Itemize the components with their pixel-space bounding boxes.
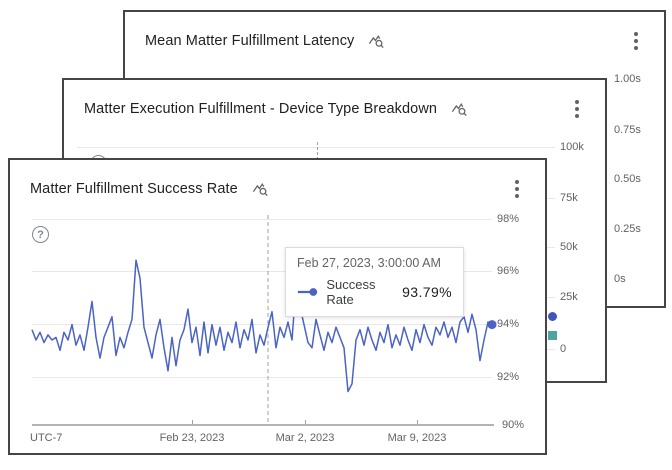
- y-axis-tick: 0.50s: [614, 173, 641, 185]
- card-header: Mean Matter Fulfillment Latency: [125, 12, 664, 54]
- y-axis-tick: 0.25s: [614, 223, 641, 235]
- card-title-breakdown: Matter Execution Fulfillment - Device Ty…: [84, 101, 438, 117]
- series-endpoint-circle: [548, 312, 557, 321]
- tooltip-series-row: Success Rate 93.79%: [297, 277, 452, 307]
- explore-chart-icon[interactable]: [368, 33, 385, 50]
- y-axis-tick: 50k: [560, 241, 578, 253]
- x-axis-tickmark: [417, 420, 418, 424]
- more-options-icon[interactable]: [513, 176, 521, 202]
- card-title-success: Matter Fulfillment Success Rate: [30, 181, 238, 197]
- x-axis-line: [32, 424, 494, 426]
- x-axis-tickmark: [305, 420, 306, 424]
- gridline-94: [32, 324, 492, 325]
- success-rate-plot[interactable]: [10, 160, 549, 457]
- card-header: Matter Fulfillment Success Rate: [10, 160, 545, 202]
- tooltip-timestamp: Feb 27, 2023, 3:00:00 AM: [297, 256, 441, 270]
- chart-tooltip: Feb 27, 2023, 3:00:00 AM Success Rate 93…: [285, 247, 464, 317]
- gridline-100k: [77, 147, 555, 148]
- y-axis-tick: 0: [560, 343, 567, 355]
- more-options-icon[interactable]: [573, 96, 581, 122]
- y-axis-tick: 1.00s: [614, 73, 641, 85]
- y-axis-tick: 96%: [497, 265, 520, 277]
- card-title-latency: Mean Matter Fulfillment Latency: [145, 33, 355, 49]
- explore-chart-icon[interactable]: [451, 101, 468, 118]
- y-axis-tick: 90%: [502, 419, 525, 431]
- tooltip-value: 93.79%: [402, 284, 452, 300]
- gridline-98: [32, 219, 492, 220]
- x-axis-tick: Feb 23, 2023: [159, 432, 225, 444]
- card-success-rate: Matter Fulfillment Success Rate ? 98% 96…: [8, 158, 547, 455]
- x-axis-tick: Mar 9, 2023: [387, 432, 447, 444]
- y-axis-tick: 100k: [560, 141, 584, 153]
- y-axis-tick: 0.75s: [614, 124, 641, 136]
- y-axis-tick: 92%: [497, 371, 520, 383]
- y-axis-tick: 25k: [560, 291, 578, 303]
- y-axis-tick: 98%: [497, 213, 520, 225]
- series-legend-mark-icon: [297, 288, 318, 296]
- timezone-label: UTC-7: [30, 432, 63, 444]
- more-options-icon[interactable]: [632, 28, 640, 54]
- y-axis-tick: 0s: [614, 273, 626, 285]
- gridline-92: [32, 377, 492, 378]
- gridline-96: [32, 271, 492, 272]
- card-header: Matter Execution Fulfillment - Device Ty…: [64, 80, 605, 122]
- help-icon[interactable]: ?: [32, 226, 49, 243]
- tooltip-series-label: Success Rate: [326, 277, 376, 307]
- series-endpoint-square: [548, 331, 557, 340]
- y-axis-tick: 75k: [560, 192, 578, 204]
- explore-chart-icon[interactable]: [252, 181, 269, 198]
- x-axis-tickmark: [192, 420, 193, 424]
- y-axis-tick: 94%: [497, 318, 520, 330]
- x-axis-tick: Mar 2, 2023: [275, 432, 335, 444]
